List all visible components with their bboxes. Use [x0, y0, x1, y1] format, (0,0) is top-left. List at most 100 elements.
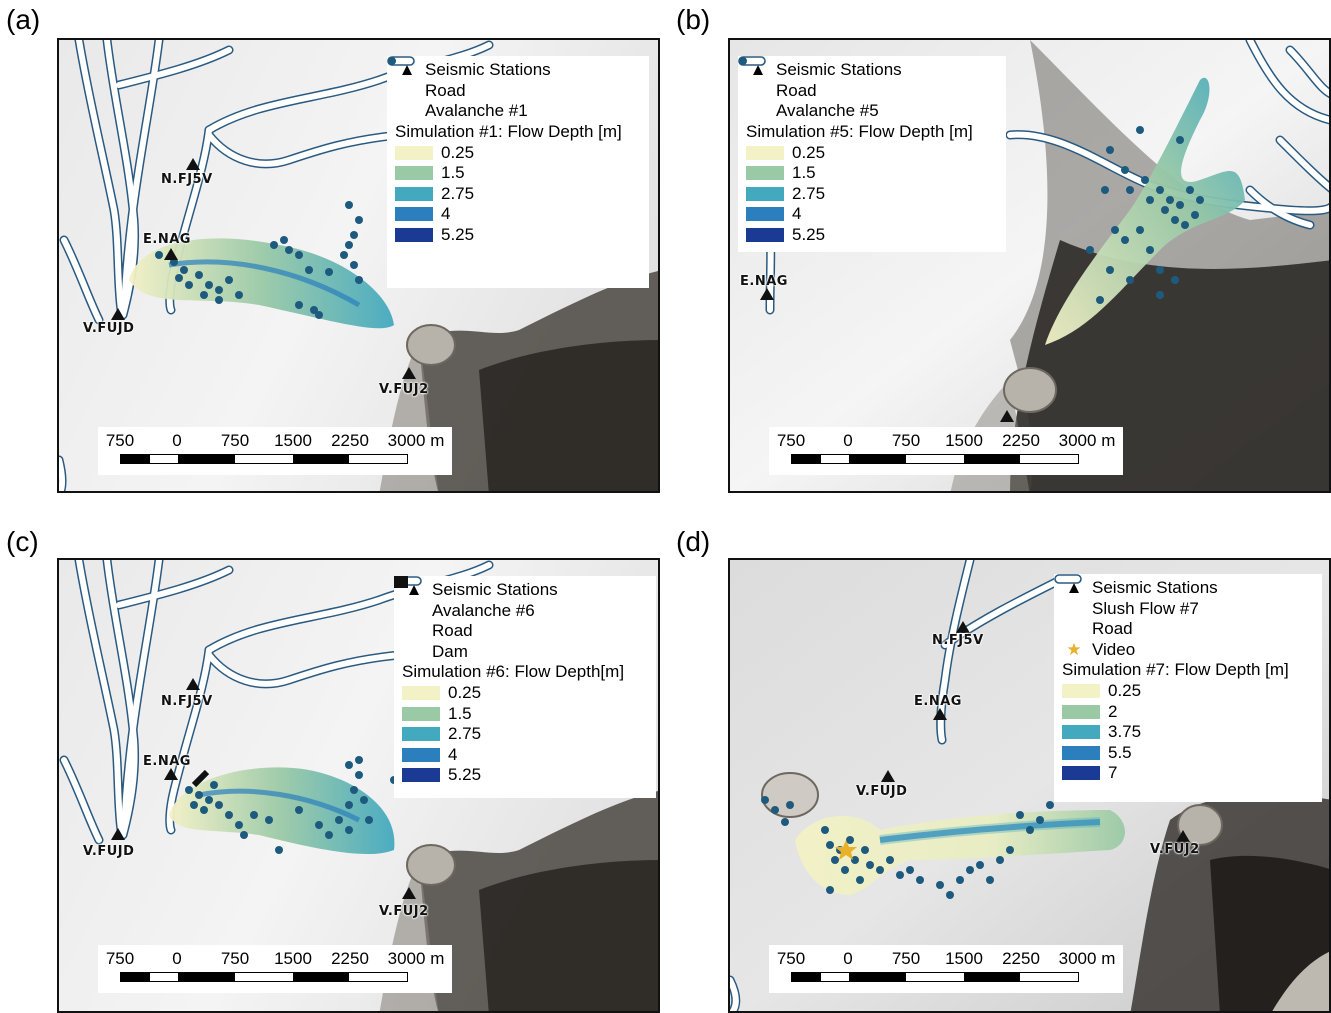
station-label: V.FUJ2 [379, 904, 429, 919]
legend-points: Slush Flow #7 [1092, 598, 1199, 618]
scale-label: 0 [843, 949, 853, 968]
scale-label: 750 [776, 949, 806, 968]
legend-depth: 7 [1108, 763, 1118, 782]
avalanche-points [1086, 126, 1204, 304]
station-label: N.FJ5V [161, 694, 213, 709]
legend-depth: 4 [792, 204, 802, 223]
scale-label: 2250 [1002, 949, 1040, 968]
seismic-stations [111, 678, 416, 899]
star-icon: ★ [1066, 639, 1082, 659]
map-panel-c: N.FJ5V E.NAG V.FUJD V.FUJ2 ▲ Seismic Stat… [57, 558, 660, 1013]
legend-depth: 4 [448, 744, 458, 764]
legend-seismic: Seismic Stations [432, 580, 558, 599]
scale-label: 0 [172, 949, 182, 968]
legend-depth: 0.25 [448, 683, 482, 702]
scale-label: 3000 m [1058, 431, 1116, 450]
station-label: V.FUJ2 [379, 382, 429, 397]
panel-letter-b: (b) [676, 4, 711, 35]
legend-seismic: Seismic Stations [1092, 578, 1218, 597]
scale-label: 3000 m [387, 431, 445, 450]
map-frame: N.FJ5V E.NAG V.FUJD V.FUJ2 ▲ Seismic Stat… [57, 558, 660, 1013]
legend-road: Road [1092, 619, 1133, 638]
map-legend: ▲ Seismic Stations Avalanche #6 Road Dam … [394, 576, 656, 798]
station-label: V.FUJ2 [1150, 842, 1200, 857]
station-label: E.NAG [914, 694, 962, 709]
legend-dam: Dam [432, 641, 468, 661]
scale-bar: 750 0 750 1500 2250 3000 m [769, 427, 1123, 475]
roads [59, 560, 494, 845]
avalanche-points [155, 201, 363, 319]
seismic-stations [881, 621, 1190, 842]
station-label: N.FJ5V [932, 633, 984, 648]
legend-depth: 1.5 [441, 163, 465, 182]
scale-label: 3000 m [387, 949, 445, 968]
scale-label: 750 [105, 949, 135, 968]
scale-bar: 750 0 750 1500 2250 3000 m [98, 427, 452, 475]
legend-title: Simulation #1: Flow Depth [m] [395, 121, 622, 141]
legend-depth: 5.5 [1108, 742, 1132, 762]
scale-label: 750 [220, 949, 250, 968]
legend-depth: 3.75 [1108, 722, 1142, 741]
scale-label: 1500 [945, 431, 983, 450]
legend-depth: 4 [441, 204, 451, 223]
map-panel-b: E.NAG ▲ Seismic Stations Road Avalanche #… [728, 38, 1331, 493]
terrain-map [730, 40, 1329, 491]
scale-bar: 750 0 750 1500 2250 3000 m [769, 945, 1123, 993]
scale-label: 2250 [331, 949, 369, 968]
legend-depth: 5.25 [448, 765, 482, 784]
legend-depth: 5.25 [441, 224, 475, 244]
scale-label: 750 [891, 949, 921, 968]
map-frame: N.FJ5V E.NAG V.FUJD V.FUJ2 ▲ Seismic Stat… [57, 38, 660, 493]
legend-depth: 2 [1108, 701, 1118, 721]
legend-points: Avalanche #5 [776, 101, 879, 120]
legend-depth: 1.5 [792, 163, 816, 182]
map-panel-a: N.FJ5V E.NAG V.FUJD V.FUJ2 ▲ Seismic Stat… [57, 38, 660, 493]
station-label: N.FJ5V [161, 172, 213, 187]
panel-letter-c: (c) [6, 526, 39, 557]
scale-label: 1500 [945, 949, 983, 968]
flow-depth-area [795, 810, 1125, 895]
legend-depth: 0.25 [441, 142, 475, 162]
legend-depth: 2.75 [792, 183, 826, 203]
legend-depth: 1.5 [448, 703, 472, 723]
roads [59, 40, 494, 491]
map-legend: ▲ Seismic Stations Road Avalanche #5 Simu… [738, 56, 1006, 252]
station-label: E.NAG [740, 274, 788, 289]
station-label: E.NAG [143, 754, 191, 769]
scale-label: 2250 [1002, 431, 1040, 450]
scale-label: 1500 [274, 431, 312, 450]
legend-depth: 2.75 [441, 183, 475, 203]
legend-depth: 0.25 [1108, 681, 1142, 700]
scale-label: 750 [220, 431, 250, 450]
roads [730, 560, 1065, 1011]
legend-depth: 2.75 [448, 724, 482, 743]
scale-label: 1500 [274, 949, 312, 968]
legend-depth: 0.25 [792, 142, 826, 162]
legend-video: Video [1092, 639, 1136, 659]
legend-seismic: Seismic Stations [425, 60, 551, 79]
map-frame: N.FJ5V E.NAG V.FUJD V.FUJ2 ▲ Seismic Stat… [728, 558, 1331, 1013]
map-legend: ▲ Seismic Stations Road Avalanche #1 Simu… [387, 56, 649, 288]
slush-flow-points [761, 796, 1054, 899]
flow-depth-area [1045, 77, 1245, 346]
legend-depth: 5.25 [792, 224, 826, 244]
legend-title: Simulation #5: Flow Depth [m] [746, 121, 973, 141]
scale-label: 750 [776, 431, 806, 450]
scale-label: 750 [105, 431, 135, 450]
station-label: V.FUJD [83, 844, 135, 859]
scale-label: 2250 [331, 431, 369, 450]
legend-points: Avalanche #6 [432, 600, 535, 620]
station-label: V.FUJD [856, 784, 908, 799]
map-legend: ▲ Seismic Stations Slush Flow #7 Road ★ Vi… [1054, 574, 1322, 802]
avalanche-points [185, 756, 398, 854]
station-label: E.NAG [143, 232, 191, 247]
scale-label: 0 [843, 431, 853, 450]
legend-title: Simulation #6: Flow Depth[m] [402, 662, 625, 682]
map-panel-d: N.FJ5V E.NAG V.FUJD V.FUJ2 ▲ Seismic Stat… [728, 558, 1331, 1013]
dam [191, 769, 210, 788]
video-star-icon [835, 840, 857, 860]
seismic-stations [760, 288, 1014, 422]
scale-label: 3000 m [1058, 949, 1116, 968]
panel-letter-a: (a) [6, 4, 41, 35]
legend-road: Road [432, 621, 473, 640]
